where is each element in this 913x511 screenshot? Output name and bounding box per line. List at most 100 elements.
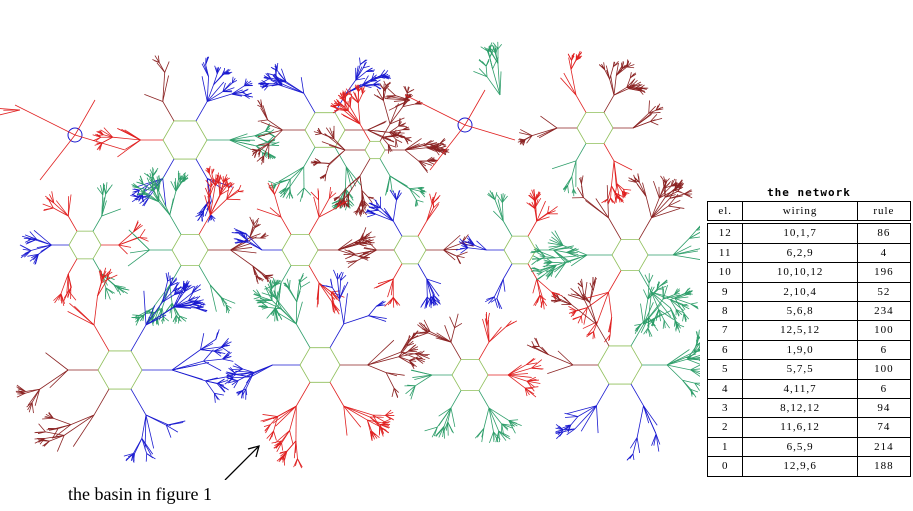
- edge: [349, 106, 361, 125]
- edge: [141, 414, 147, 439]
- edge: [666, 364, 683, 381]
- edge: [443, 248, 458, 251]
- edge: [488, 407, 494, 432]
- edge: [526, 380, 536, 388]
- edge: [214, 392, 225, 396]
- table-cell: 11,6,12: [742, 417, 858, 438]
- edge: [674, 293, 689, 299]
- edge: [372, 414, 387, 424]
- edge: [279, 450, 288, 455]
- edge: [687, 358, 700, 365]
- edge: [249, 226, 254, 238]
- edge: [281, 430, 290, 442]
- edge: [487, 194, 496, 201]
- edge: [221, 344, 231, 348]
- edge: [507, 374, 526, 389]
- edge: [381, 137, 389, 145]
- edge: [358, 85, 360, 92]
- edge: [125, 139, 141, 150]
- table-cell: 188: [856, 456, 912, 477]
- edge: [527, 380, 541, 384]
- edge: [343, 405, 373, 416]
- edge: [325, 127, 335, 140]
- edge: [175, 180, 184, 192]
- edge: [577, 187, 584, 198]
- edge: [539, 251, 556, 259]
- edge: [158, 306, 165, 322]
- edge: [241, 89, 248, 93]
- edge: [387, 297, 394, 306]
- edge: [562, 244, 588, 256]
- edge: [29, 253, 39, 262]
- edge: [536, 216, 550, 222]
- table-cell: 6: [856, 340, 912, 361]
- edge: [210, 181, 215, 188]
- edge: [656, 283, 659, 290]
- edge: [158, 190, 171, 216]
- edge: [626, 84, 636, 88]
- edge: [548, 244, 564, 251]
- edge: [449, 316, 455, 328]
- edge: [207, 214, 212, 223]
- edge: [451, 359, 462, 376]
- edge: [331, 291, 345, 298]
- edge: [534, 194, 538, 202]
- edge: [690, 369, 700, 375]
- edge: [488, 326, 507, 343]
- edge: [628, 177, 637, 183]
- edge: [173, 305, 190, 308]
- edge: [361, 239, 372, 243]
- edge: [628, 180, 637, 183]
- table-cell: 1: [706, 437, 744, 458]
- edge: [318, 198, 330, 218]
- edge: [581, 175, 584, 184]
- edge: [189, 305, 200, 309]
- edge: [226, 374, 234, 379]
- edge: [675, 183, 684, 188]
- edge: [143, 290, 147, 325]
- edge: [321, 284, 333, 288]
- table-cell: 214: [856, 437, 912, 458]
- edge: [690, 369, 700, 373]
- edge: [354, 242, 367, 247]
- edge: [414, 199, 417, 207]
- edge: [27, 402, 33, 411]
- edge: [139, 237, 148, 239]
- edge: [208, 173, 216, 187]
- edge: [371, 430, 380, 439]
- edge: [130, 324, 147, 352]
- edge: [369, 431, 373, 441]
- table: el. wiring rule 12 10,1,7 86 11 6,2,9 4 10 10,10,1…: [706, 201, 912, 477]
- edge: [404, 143, 420, 151]
- edge: [383, 207, 394, 222]
- edge: [289, 179, 291, 193]
- edge: [33, 229, 52, 246]
- edge: [417, 235, 427, 251]
- edge: [343, 109, 361, 125]
- edge: [538, 346, 549, 355]
- edge: [429, 159, 437, 162]
- edge: [334, 129, 346, 148]
- edge: [54, 293, 62, 304]
- edge: [267, 136, 275, 143]
- edge: [658, 309, 674, 320]
- edge: [218, 174, 222, 184]
- edge: [128, 229, 150, 251]
- edge: [149, 183, 155, 191]
- edge: [330, 291, 334, 303]
- edge: [670, 180, 673, 187]
- edge: [211, 169, 215, 175]
- edge: [143, 195, 151, 207]
- edge: [537, 256, 546, 260]
- edge: [45, 413, 54, 419]
- edge: [690, 388, 699, 393]
- edge: [219, 184, 229, 196]
- edge: [106, 272, 109, 280]
- table-row: 10 10,10,12 196: [706, 262, 912, 283]
- edge: [72, 414, 95, 447]
- edge: [488, 407, 500, 432]
- edge: [677, 190, 686, 195]
- edge: [318, 282, 335, 295]
- edge: [34, 389, 41, 406]
